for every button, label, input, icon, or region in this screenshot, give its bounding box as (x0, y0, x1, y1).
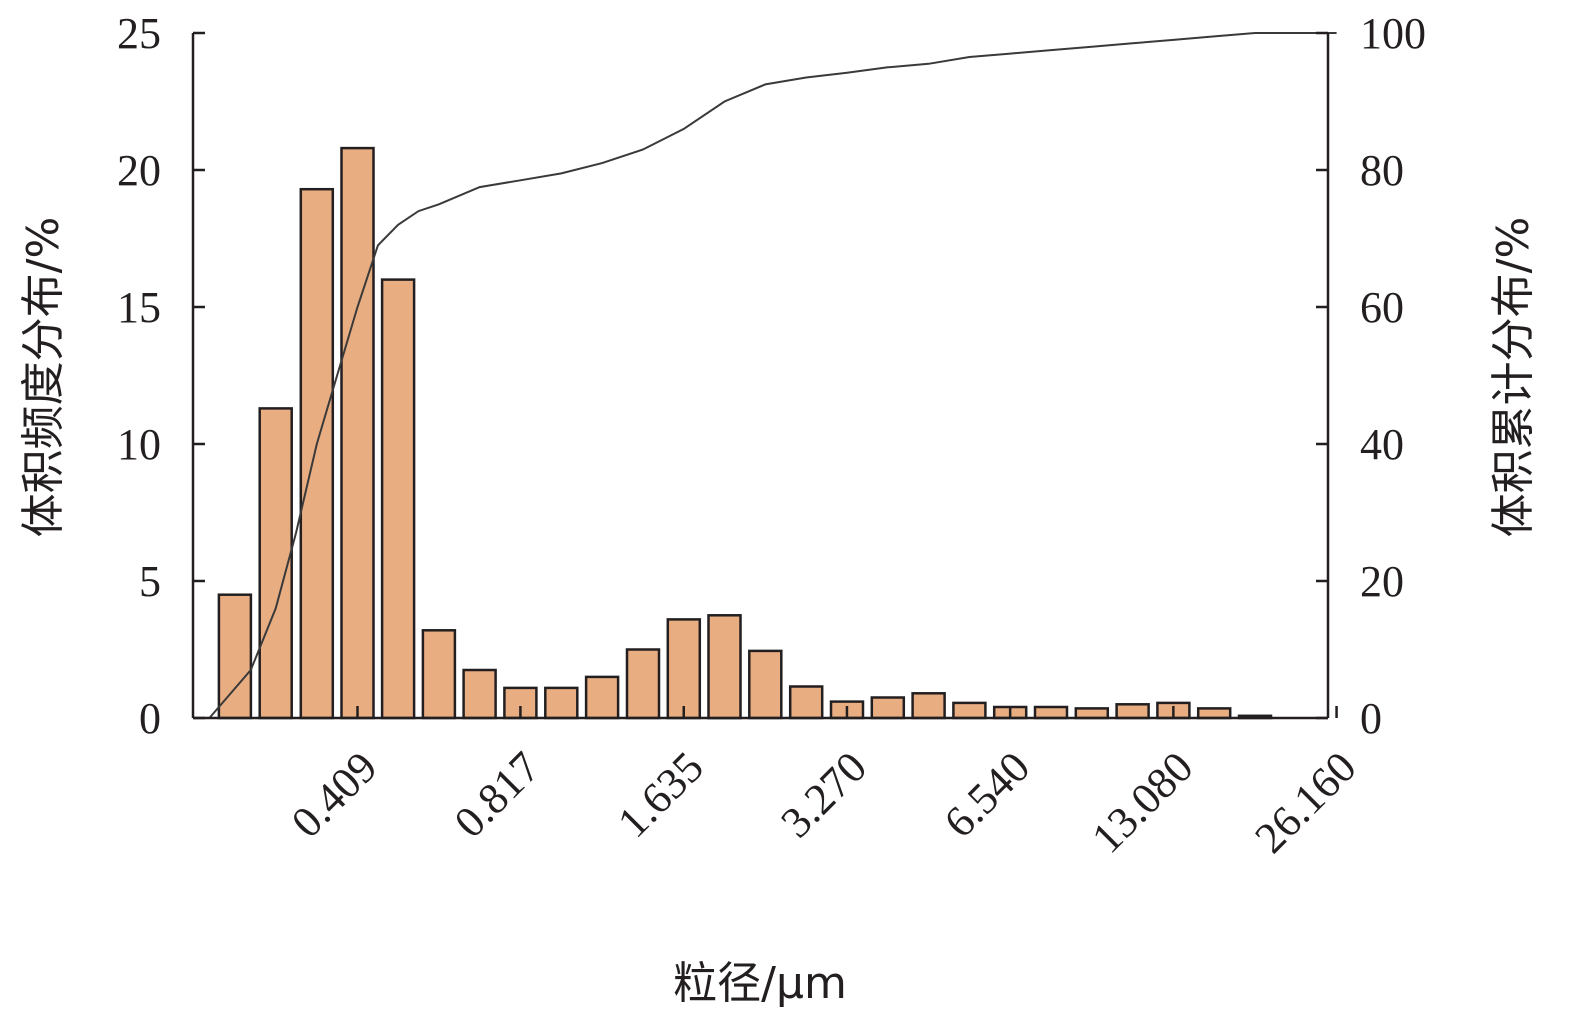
x-tick-label: 3.270 (771, 742, 876, 847)
right-y-tick-label: 20 (1360, 557, 1404, 606)
bar (380, 278, 416, 720)
right-y-tick-label: 60 (1360, 283, 1404, 332)
bar (462, 668, 497, 720)
bars-layer (217, 146, 1273, 720)
bar (584, 675, 620, 720)
left-y-axis-title: 体积频度分布/% (18, 217, 69, 538)
x-tick-label: 1.635 (608, 742, 713, 847)
bar (707, 614, 742, 720)
bar (544, 686, 579, 720)
x-tick-label: 0.817 (445, 742, 550, 847)
x-tick-label: 26.160 (1245, 742, 1365, 862)
right-y-axis-title: 体积累计分布/% (1488, 217, 1539, 538)
x-tick-label: 0.409 (282, 742, 387, 847)
cumulative-line (208, 32, 1337, 719)
x-tick-label: 6.540 (935, 742, 1040, 847)
x-axis-title: 粒径/μm (673, 958, 847, 1009)
bar (788, 685, 824, 720)
left-y-tick-label: 15 (117, 283, 161, 332)
bar (911, 692, 946, 720)
right-y-tick-label: 0 (1360, 694, 1382, 743)
x-tick-label: 13.080 (1082, 742, 1202, 862)
bar (421, 629, 457, 720)
bar (870, 696, 906, 720)
left-y-tick-label: 10 (117, 420, 161, 469)
bar (666, 618, 702, 720)
right-y-tick-label: 80 (1360, 146, 1404, 195)
bar (299, 187, 335, 720)
left-y-tick-label: 20 (117, 146, 161, 195)
bar (952, 701, 987, 720)
left-y-tick-label: 5 (139, 557, 161, 606)
bar (1115, 703, 1150, 720)
left-y-tick-label: 0 (139, 694, 161, 743)
bar (1196, 707, 1232, 720)
right-y-tick-label: 100 (1360, 9, 1426, 58)
right-y-tick-label: 40 (1360, 420, 1404, 469)
bar (748, 649, 783, 720)
bar (217, 593, 253, 720)
left-y-tick-label: 25 (117, 9, 161, 58)
bar (1033, 705, 1069, 720)
cumulative-line-layer (208, 32, 1337, 719)
bar (1074, 707, 1110, 720)
bar (340, 146, 375, 720)
bar (625, 648, 661, 720)
axes-layer (191, 33, 1330, 720)
